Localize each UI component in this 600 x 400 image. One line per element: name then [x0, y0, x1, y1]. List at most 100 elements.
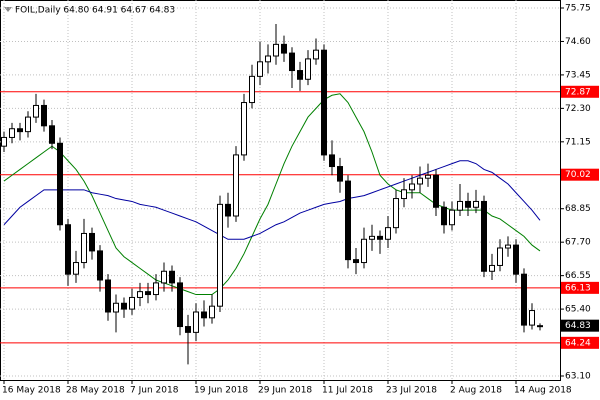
- candle-body: [465, 200, 471, 208]
- candle-body: [73, 262, 79, 275]
- candle-body: [233, 154, 239, 217]
- candle-body: [25, 116, 31, 133]
- candle-body: [361, 238, 367, 264]
- candle-body: [17, 128, 23, 133]
- level-label: 66.13: [565, 283, 591, 293]
- level-label-box: [561, 168, 599, 181]
- candle-body: [281, 43, 287, 54]
- candle-body: [289, 52, 295, 72]
- candle-body: [353, 259, 359, 264]
- y-tick-label: 67.70: [565, 238, 591, 248]
- candle-body: [345, 180, 351, 261]
- candle-body: [225, 203, 231, 217]
- candle-body: [257, 61, 263, 77]
- candle-body: [33, 104, 39, 118]
- x-tick-label: 7 Jun 2018: [130, 386, 179, 396]
- candle-body: [393, 198, 399, 229]
- x-tick-label: 11 Jul 2018: [322, 386, 373, 396]
- candle-body: [121, 302, 127, 310]
- level-label-box: [561, 85, 599, 98]
- candle-body: [473, 200, 479, 208]
- candle-body: [305, 58, 311, 80]
- candle-body: [489, 264, 495, 272]
- x-tick-label: 16 May 2018: [2, 386, 61, 396]
- candle-body: [329, 154, 335, 168]
- y-tick-label: 74.60: [565, 37, 591, 47]
- candle-body: [385, 227, 391, 240]
- y-tick-label: 72.30: [565, 104, 591, 114]
- x-tick-label: 28 May 2018: [66, 386, 125, 396]
- candle-body: [137, 291, 143, 298]
- candle-body: [497, 247, 503, 266]
- level-label-box: [561, 281, 599, 294]
- candle-body: [521, 273, 527, 326]
- candle-body: [153, 282, 159, 296]
- candle-body: [457, 200, 463, 211]
- candle-body: [209, 305, 215, 319]
- candle-body: [377, 235, 383, 240]
- candle-body: [409, 183, 415, 191]
- y-tick-label: 71.15: [565, 137, 591, 147]
- level-label: 70.02: [565, 170, 591, 180]
- candle-body: [201, 311, 207, 319]
- candle-body: [449, 209, 455, 226]
- x-tick-label: 2 Aug 2018: [450, 386, 502, 396]
- candle-body: [481, 200, 487, 272]
- candle-body: [1, 136, 7, 147]
- candle-body: [505, 244, 511, 249]
- y-tick-label: 75.75: [565, 4, 591, 14]
- level-label: 64.24: [565, 338, 591, 348]
- candle-body: [161, 270, 167, 284]
- candle-body: [65, 224, 71, 275]
- candle-body: [177, 282, 183, 328]
- y-tick-label: 66.55: [565, 271, 591, 281]
- y-tick-label: 73.45: [565, 70, 591, 80]
- candle-body: [537, 325, 543, 328]
- candle-body: [529, 310, 535, 326]
- candle-body: [105, 279, 111, 313]
- x-tick-label: 14 Aug 2018: [514, 386, 572, 396]
- moving-average: [3, 160, 541, 240]
- price-label: 64.83: [565, 321, 591, 331]
- candle-body: [433, 174, 439, 208]
- x-tick-label: 19 Jun 2018: [194, 386, 248, 396]
- candle-body: [337, 166, 343, 182]
- candle-body: [265, 55, 271, 63]
- candle-body: [89, 232, 95, 252]
- level-label-box: [561, 336, 599, 349]
- candle-body: [321, 49, 327, 156]
- candle-body: [57, 142, 63, 226]
- candle-body: [145, 291, 151, 296]
- level-label: 72.87: [565, 87, 591, 97]
- candle-body: [241, 102, 247, 156]
- price-label-box: [561, 319, 599, 332]
- candle-body: [97, 250, 103, 281]
- candle-body: [113, 302, 119, 313]
- candle-body: [297, 70, 303, 80]
- candle-body: [41, 104, 47, 127]
- candle-body: [81, 232, 87, 264]
- plot-frame: [0, 0, 561, 381]
- candle-body: [273, 43, 279, 57]
- y-tick-label: 68.85: [565, 204, 591, 214]
- candle-body: [169, 270, 175, 284]
- candle-body: [425, 174, 431, 179]
- candle-body: [313, 49, 319, 60]
- candle-body: [193, 311, 199, 333]
- candle-body: [249, 75, 255, 104]
- candle-body: [129, 296, 135, 310]
- y-tick-label: 65.40: [565, 305, 591, 315]
- candle-body: [217, 203, 223, 307]
- y-tick-label: 63.10: [565, 372, 591, 382]
- candle-body: [369, 235, 375, 240]
- x-tick-label: 23 Jul 2018: [386, 386, 437, 396]
- candle-body: [185, 326, 191, 333]
- candle-body: [9, 128, 15, 138]
- candle-body: [417, 177, 423, 185]
- candle-body: [401, 189, 407, 200]
- chart-title: FOIL,Daily 64.80 64.91 64.67 64.83: [15, 6, 175, 16]
- candle-body: [513, 244, 519, 275]
- candle-body: [49, 125, 55, 144]
- x-tick-label: 29 Jun 2018: [258, 386, 312, 396]
